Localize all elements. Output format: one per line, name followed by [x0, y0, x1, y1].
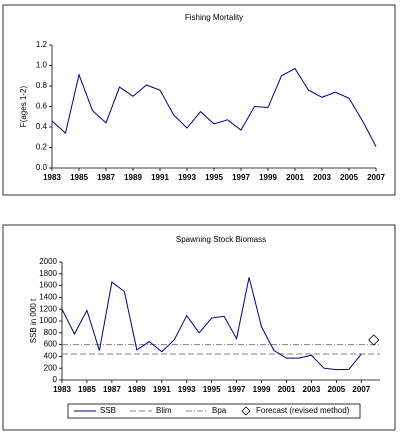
x-tick-label: 1987 — [97, 173, 115, 182]
y-axis-label: F(ages 1-2) — [19, 85, 28, 127]
y-tick-label: 1800 — [39, 269, 57, 278]
x-tick-label: 1999 — [253, 385, 271, 394]
x-tick-label: 2007 — [352, 385, 370, 394]
y-tick-label: 1.2 — [36, 40, 48, 49]
y-tick-label: 1400 — [39, 293, 57, 302]
y-tick-label: 2000 — [39, 257, 57, 266]
x-tick-label: 1991 — [153, 385, 171, 394]
y-tick-label: 0.0 — [36, 163, 48, 172]
x-tick-label: 2005 — [327, 385, 345, 394]
x-tick-label: 1999 — [259, 173, 277, 182]
legend-swatch — [241, 406, 251, 416]
data-line — [51, 67, 377, 147]
x-tick-label: 1997 — [228, 385, 246, 394]
x-tick-label: 1985 — [70, 173, 88, 182]
x-tick-label: 1985 — [78, 385, 96, 394]
x-tick-label: 1983 — [43, 173, 61, 182]
chart-title: Fishing Mortality — [185, 13, 243, 22]
x-tick-label: 1993 — [178, 385, 196, 394]
y-tick-label: 1200 — [39, 304, 57, 313]
y-tick-label: 400 — [44, 352, 58, 361]
data-line — [61, 277, 362, 371]
x-tick-label: 1995 — [203, 385, 221, 394]
y-tick-label: 800 — [44, 328, 58, 337]
y-tick-label: 600 — [44, 340, 58, 349]
x-tick-label: 1987 — [103, 385, 121, 394]
legend-label: Blim — [156, 406, 172, 415]
y-tick-label: 1000 — [39, 316, 57, 325]
x-tick-label: 2001 — [278, 385, 296, 394]
chart-title: Spawning Stock Biomass — [176, 235, 266, 244]
forecast-marker — [368, 334, 380, 346]
y-tick-label: 0.2 — [36, 143, 48, 152]
x-tick-label: 1989 — [124, 173, 142, 182]
x-tick-label: 1991 — [151, 173, 169, 182]
legend-label: Bpa — [212, 406, 227, 415]
y-tick-label: 1.0 — [36, 61, 48, 70]
chart-frame — [2, 224, 396, 431]
y-axis-label: SSB in 000 t — [29, 298, 38, 343]
legend-box — [67, 403, 361, 419]
y-tick-label: 1600 — [39, 281, 57, 290]
x-tick-label: 2003 — [313, 173, 331, 182]
y-tick-label: 0.6 — [36, 102, 48, 111]
x-tick-label: 1983 — [53, 385, 71, 394]
x-tick-label: 1995 — [205, 173, 223, 182]
y-tick-label: 200 — [44, 363, 58, 372]
y-tick-label: 0 — [53, 375, 58, 384]
x-tick-label: 2005 — [340, 173, 358, 182]
legend-label: Forecast (revised method) — [256, 406, 350, 415]
x-tick-label: 2007 — [367, 173, 385, 182]
x-tick-label: 1993 — [178, 173, 196, 182]
x-tick-label: 2003 — [303, 385, 321, 394]
chart-frame — [2, 4, 396, 196]
x-tick-label: 1997 — [232, 173, 250, 182]
legend-label: SSB — [100, 406, 116, 415]
x-tick-label: 1989 — [128, 385, 146, 394]
y-tick-label: 0.8 — [36, 81, 48, 90]
y-tick-label: 0.4 — [36, 122, 48, 131]
x-tick-label: 2001 — [286, 173, 304, 182]
